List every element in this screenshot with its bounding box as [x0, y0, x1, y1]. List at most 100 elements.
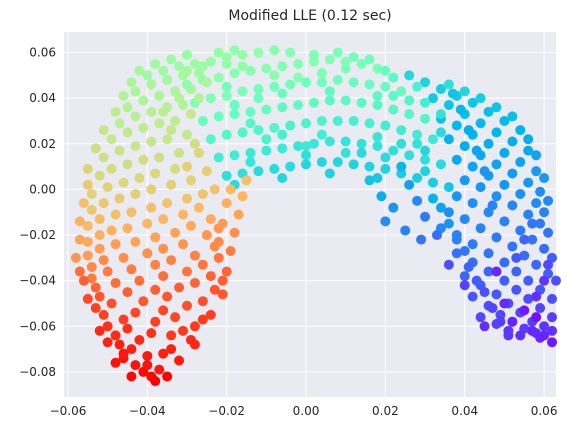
data-point: [523, 293, 534, 304]
data-point: [451, 154, 462, 165]
data-point: [539, 173, 550, 183]
data-point: [150, 316, 161, 327]
data-point: [162, 134, 173, 145]
data-point: [511, 252, 522, 263]
data-point: [380, 216, 391, 227]
data-point: [420, 113, 431, 124]
data-point: [459, 280, 470, 291]
data-point: [420, 77, 431, 88]
data-point: [388, 202, 399, 213]
data-point: [531, 312, 542, 323]
data-point: [102, 266, 113, 277]
data-point: [523, 134, 534, 145]
data-point: [527, 234, 538, 245]
y-tick-label: −0.02: [19, 228, 56, 242]
data-point: [154, 118, 165, 129]
data-point: [94, 170, 105, 181]
data-point: [332, 47, 343, 58]
data-point: [400, 225, 411, 236]
data-point: [138, 95, 149, 106]
data-point: [507, 316, 518, 327]
data-point: [134, 65, 145, 76]
data-point: [138, 122, 149, 133]
data-point: [499, 179, 510, 190]
data-point: [221, 81, 232, 92]
chart-title: Modified LLE (0.12 sec): [228, 8, 391, 24]
data-point: [233, 209, 244, 220]
data-point: [229, 68, 240, 79]
data-point: [277, 173, 288, 183]
data-point: [162, 198, 173, 209]
data-point: [277, 88, 288, 99]
data-point: [98, 152, 109, 163]
data-point: [285, 79, 296, 90]
data-point: [213, 47, 224, 58]
data-point: [253, 84, 264, 95]
data-point: [523, 209, 534, 220]
data-point: [269, 163, 280, 174]
data-point: [126, 264, 137, 275]
data-point: [293, 58, 304, 69]
data-point: [158, 65, 169, 76]
data-point: [189, 277, 200, 288]
data-point: [364, 161, 375, 172]
data-point: [475, 223, 486, 234]
data-point: [531, 259, 542, 270]
data-point: [495, 316, 506, 327]
data-point: [261, 145, 272, 156]
data-point: [166, 344, 177, 355]
data-point: [293, 100, 304, 110]
data-point: [106, 134, 117, 145]
data-point: [475, 312, 486, 323]
data-point: [142, 70, 153, 81]
data-point: [189, 339, 200, 350]
data-point: [527, 325, 538, 336]
data-point: [118, 314, 129, 325]
data-point: [301, 77, 312, 88]
data-point: [396, 161, 407, 172]
data-point: [483, 106, 494, 117]
data-point: [150, 259, 161, 270]
data-point: [146, 136, 157, 147]
y-tick-label: 0.04: [29, 91, 56, 105]
data-point: [94, 230, 105, 241]
data-point: [499, 115, 510, 126]
data-point: [372, 100, 383, 110]
data-point: [193, 93, 204, 104]
data-point: [118, 348, 129, 359]
data-point: [213, 236, 224, 247]
data-point: [110, 239, 121, 250]
data-point: [209, 184, 220, 195]
data-point: [535, 332, 546, 343]
data-point: [205, 214, 216, 225]
data-point: [94, 325, 105, 336]
data-point: [443, 259, 454, 270]
data-point: [106, 163, 117, 174]
data-point: [205, 56, 216, 67]
data-point: [428, 134, 438, 145]
data-point: [166, 54, 177, 65]
data-point: [174, 282, 185, 293]
data-point: [197, 314, 208, 325]
data-point: [213, 72, 224, 83]
data-point: [189, 321, 200, 332]
data-point: [277, 129, 288, 140]
data-point: [229, 109, 240, 120]
data-point: [70, 252, 81, 263]
data-point: [499, 257, 510, 268]
data-point: [94, 291, 105, 302]
data-point: [221, 198, 232, 209]
data-point: [74, 234, 85, 245]
data-point: [182, 193, 192, 204]
data-point: [146, 184, 157, 195]
data-point: [404, 150, 415, 161]
data-point: [507, 200, 518, 211]
data-point: [82, 293, 93, 304]
y-tick-label: −0.04: [19, 274, 56, 288]
data-point: [340, 147, 351, 158]
data-point: [98, 309, 109, 320]
data-point: [86, 261, 97, 272]
data-point: [142, 350, 153, 361]
data-point: [308, 138, 319, 149]
data-point: [185, 109, 196, 120]
